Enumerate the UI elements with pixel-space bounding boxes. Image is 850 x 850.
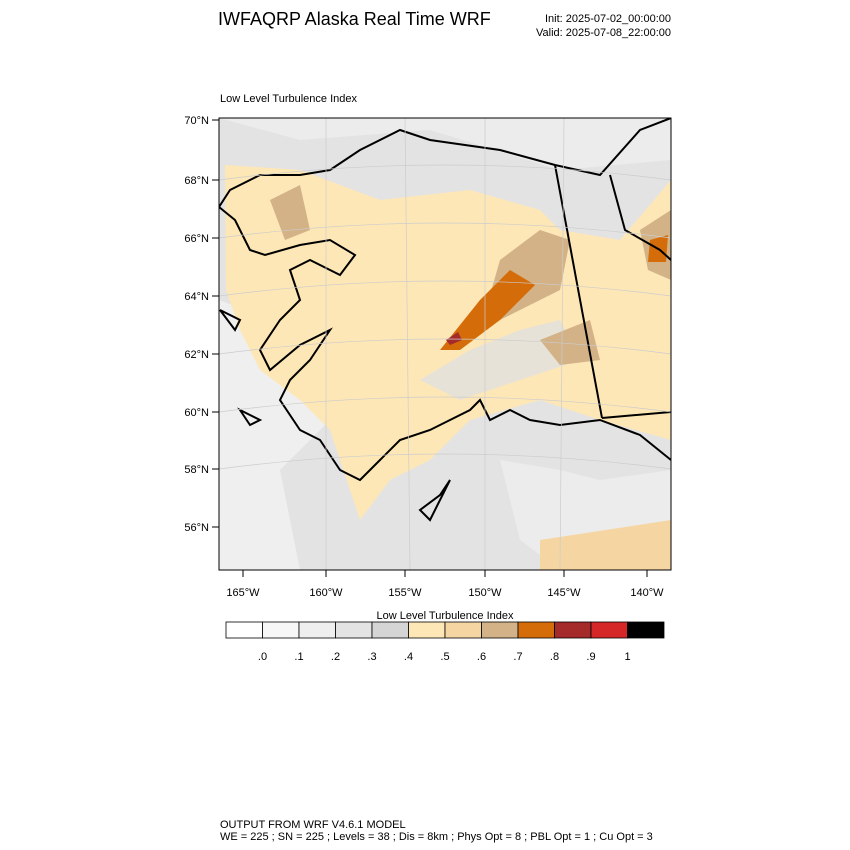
init-time: Init: 2025-07-02_00:00:00 [545, 13, 671, 25]
colorbar-title: Low Level Turbulence Index [377, 610, 514, 622]
colorbar-label: .3 [367, 651, 376, 663]
title: IWFAQRP Alaska Real Time WRF [218, 9, 491, 29]
colorbar-label: 1 [624, 651, 630, 663]
colorbar-box [408, 621, 446, 639]
colorbar-box [298, 621, 336, 639]
lon-label: 155°W [388, 587, 422, 599]
colorbar-label: .1 [294, 651, 303, 663]
map-title: Low Level Turbulence Index [220, 93, 357, 105]
colorbar-box [627, 621, 665, 639]
lat-label: 58°N [184, 464, 209, 476]
colorbar-box [590, 621, 628, 639]
lat-label: 56°N [184, 522, 209, 534]
colorbar-box [481, 621, 519, 639]
colorbar-box [444, 621, 482, 639]
footer-line: OUTPUT FROM WRF V4.6.1 MODEL [220, 819, 406, 831]
valid-time: Valid: 2025-07-08_22:00:00 [536, 27, 671, 39]
lat-label: 60°N [184, 407, 209, 419]
colorbar-label: .4 [404, 651, 413, 663]
colorbar-box [335, 621, 373, 639]
lon-label: 140°W [630, 587, 664, 599]
lat-labels: 70°N 68°N 66°N 64°N 62°N 60°N 58°N 56°N [184, 115, 219, 534]
lat-label: 68°N [184, 175, 209, 187]
lon-labels: 165°W 160°W 155°W 150°W 145°W 140°W [226, 570, 664, 599]
footer-line: WE = 225 ; SN = 225 ; Levels = 38 ; Dis … [220, 831, 653, 843]
lat-label: 64°N [184, 291, 209, 303]
colorbar: .0 .1 .2 .3 .4 .5 .6 .7 .8 .9 1 [225, 621, 665, 663]
lat-label: 70°N [184, 115, 209, 127]
map-field [219, 118, 671, 570]
lon-label: 145°W [547, 587, 581, 599]
colorbar-box [517, 621, 555, 639]
colorbar-box [554, 621, 592, 639]
lon-label: 165°W [226, 587, 260, 599]
lat-label: 62°N [184, 349, 209, 361]
colorbar-label: .5 [440, 651, 449, 663]
colorbar-label: .9 [586, 651, 595, 663]
colorbar-label: .2 [331, 651, 340, 663]
colorbar-box [225, 621, 263, 639]
colorbar-label: .6 [477, 651, 486, 663]
colorbar-box [262, 621, 300, 639]
colorbar-box [371, 621, 409, 639]
colorbar-label: .8 [550, 651, 559, 663]
lon-label: 150°W [468, 587, 502, 599]
lon-label: 160°W [309, 587, 343, 599]
colorbar-label: .7 [513, 651, 522, 663]
colorbar-label: .0 [258, 651, 267, 663]
map-frame [218, 117, 672, 571]
lat-label: 66°N [184, 233, 209, 245]
